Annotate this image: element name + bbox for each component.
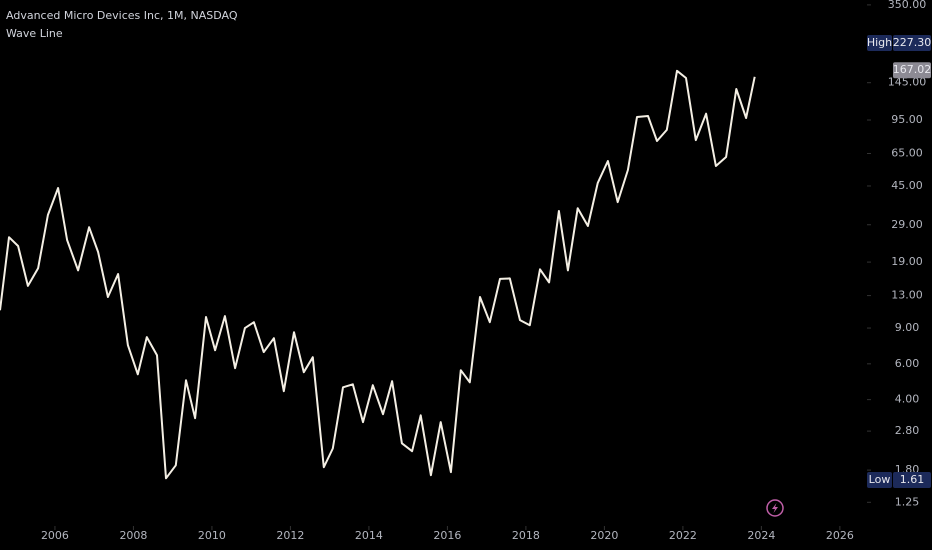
x-tick-label: 2006: [41, 529, 69, 542]
chart-title: Advanced Micro Devices Inc, 1M, NASDAQ: [6, 9, 238, 22]
price-label-box: [893, 35, 931, 52]
x-tick-label: 2026: [826, 529, 854, 542]
wave-line: [0, 69, 756, 480]
price-tag: High: [867, 36, 892, 49]
y-tick-label: 9.00: [895, 321, 920, 334]
chart-subtitle: Wave Line: [6, 27, 63, 40]
x-tick-label: 2024: [747, 529, 775, 542]
y-tick-label: 29.00: [891, 218, 923, 231]
y-tick-label: 350.00: [888, 0, 927, 11]
y-tick-label: 2.80: [895, 424, 920, 437]
y-tick-label: 6.00: [895, 357, 920, 370]
y-tick-label: 45.00: [891, 179, 923, 192]
y-tick-label: 145.00: [888, 76, 927, 89]
x-tick-label: 2018: [512, 529, 540, 542]
price-tag-box: [867, 35, 892, 52]
price-label-box: [893, 471, 931, 488]
x-tick-label: 2010: [198, 529, 226, 542]
x-tick-label: 2012: [276, 529, 304, 542]
price-label: 227.30: [893, 36, 932, 49]
price-label-box: [893, 62, 931, 79]
x-tick-label: 2008: [119, 529, 147, 542]
x-tick-label: 2016: [433, 529, 461, 542]
y-tick-label: 4.00: [895, 393, 920, 406]
event-icon[interactable]: [766, 499, 784, 517]
y-tick-label: 65.00: [891, 147, 923, 160]
icon-ring: [766, 499, 784, 517]
x-tick-label: 2022: [669, 529, 697, 542]
y-tick-label: 19.00: [891, 255, 923, 268]
x-tick-label: 2020: [590, 529, 618, 542]
y-tick-label: 95.00: [891, 113, 923, 126]
price-label: 1.61: [900, 473, 925, 486]
price-label: 167.02: [893, 63, 932, 76]
price-tag-box: [867, 471, 892, 488]
y-tick-label: 13.00: [891, 289, 923, 302]
y-tick-label: 1.25: [895, 495, 920, 508]
price-tag: Low: [869, 473, 891, 486]
icon-bolt: [772, 503, 778, 513]
x-tick-label: 2014: [355, 529, 383, 542]
